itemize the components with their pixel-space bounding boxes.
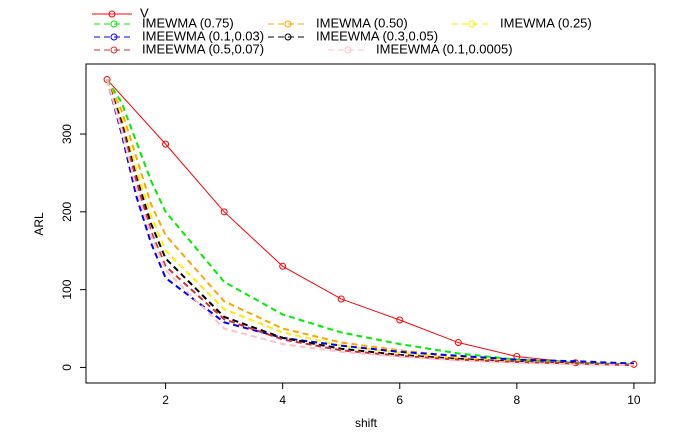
legend-label: V [140, 5, 149, 20]
point [220, 208, 228, 216]
series-line [106, 79, 634, 365]
legend-marker [468, 20, 476, 28]
y-axis-label: ARL [32, 212, 46, 236]
y-tick-label: 0 [60, 364, 74, 371]
point [396, 316, 404, 324]
x-tick-label: 6 [396, 393, 403, 407]
legend-marker [110, 33, 118, 41]
x-axis-label: shift [355, 416, 378, 430]
y-tick-label: 300 [60, 124, 74, 144]
series-line [106, 79, 634, 366]
series-line [106, 79, 634, 367]
series-line [106, 79, 634, 367]
x-tick-label: 2 [162, 393, 169, 407]
legend-marker [108, 10, 116, 18]
legend-marker [110, 46, 118, 54]
legend-label: IMEEWMA (0.1,0.0005) [376, 41, 513, 56]
series-line [106, 79, 634, 365]
x-tick-label: 10 [627, 393, 641, 407]
legend-label: IMEWMA (0.75) [142, 15, 234, 30]
legend-marker [344, 46, 352, 54]
point [454, 339, 462, 347]
series-line [106, 79, 634, 367]
series-line [106, 79, 634, 367]
plot-frame [85, 63, 656, 384]
series-line [106, 79, 634, 367]
legend-marker [284, 20, 292, 28]
point [162, 140, 170, 148]
legend-label: IMEEWMA (0.1,0.03) [142, 28, 264, 43]
legend-label: IMEWMA (0.50) [316, 15, 408, 30]
x-tick-label: 4 [279, 393, 286, 407]
legend-marker [284, 33, 292, 41]
legend-label: IMEWMA (0.25) [500, 15, 592, 30]
point [279, 262, 287, 270]
y-tick-label: 100 [60, 279, 74, 299]
x-tick-label: 8 [514, 393, 521, 407]
legend-marker [110, 20, 118, 28]
legend-label: IMEEWMA (0.5,0.07) [142, 41, 264, 56]
legend-label: IMEEWMA (0.3,0.05) [316, 28, 438, 43]
y-tick-label: 200 [60, 201, 74, 221]
point [337, 295, 345, 303]
